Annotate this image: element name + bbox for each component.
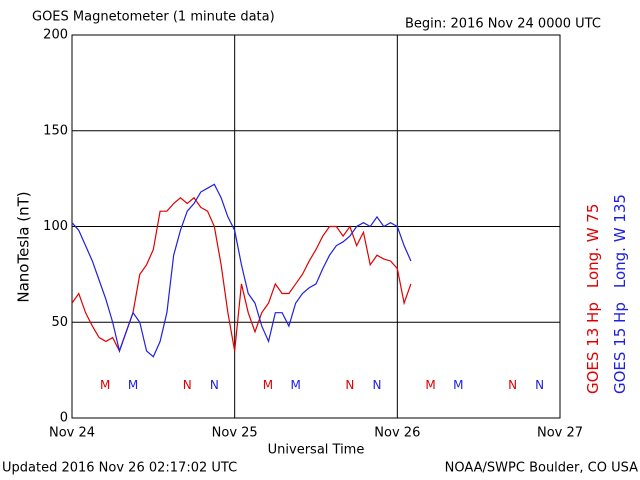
x-tick-label: Nov 25 <box>212 426 258 441</box>
legend-name: GOES 13 Hp <box>584 302 602 394</box>
x-axis-label: Universal Time <box>268 443 365 458</box>
time-marker: M <box>425 378 435 392</box>
time-marker: N <box>183 378 192 392</box>
chart-title: GOES Magnetometer (1 minute data) <box>32 10 275 25</box>
time-marker: N <box>210 378 219 392</box>
time-marker: N <box>345 378 354 392</box>
time-marker: N <box>535 378 544 392</box>
data-line <box>71 183 412 358</box>
y-tick-label: 150 <box>43 123 68 138</box>
plot-frame <box>71 34 561 419</box>
legend-longitude: Long. W 135 <box>611 194 629 288</box>
footer-right: NOAA/SWPC Boulder, CO USA <box>445 461 638 476</box>
legend-entry: GOES 15 Hp Long. W 135 <box>611 194 629 394</box>
y-tick-label: 50 <box>51 315 68 330</box>
time-marker: N <box>508 378 517 392</box>
y-axis-label: NanoTesla (nT) <box>15 191 33 302</box>
y-tick-label: 100 <box>43 219 68 234</box>
y-tick-label: 200 <box>43 28 68 43</box>
legend-longitude: Long. W 75 <box>584 204 602 289</box>
time-marker: M <box>263 378 273 392</box>
time-marker: M <box>453 378 463 392</box>
time-marker: M <box>128 378 138 392</box>
legend-entry: GOES 13 Hp Long. W 75 <box>584 204 602 394</box>
x-tick-label: Nov 27 <box>537 426 583 441</box>
y-tick-label: 0 <box>60 411 68 426</box>
legend-name: GOES 15 Hp <box>611 302 629 394</box>
x-tick-label: Nov 24 <box>49 426 95 441</box>
time-marker: M <box>100 378 110 392</box>
time-marker: N <box>373 378 382 392</box>
chart-subtitle: Begin: 2016 Nov 24 0000 UTC <box>405 17 601 32</box>
x-tick-label: Nov 26 <box>374 426 420 441</box>
footer-left: Updated 2016 Nov 26 02:17:02 UTC <box>2 461 237 476</box>
time-marker: M <box>290 378 300 392</box>
